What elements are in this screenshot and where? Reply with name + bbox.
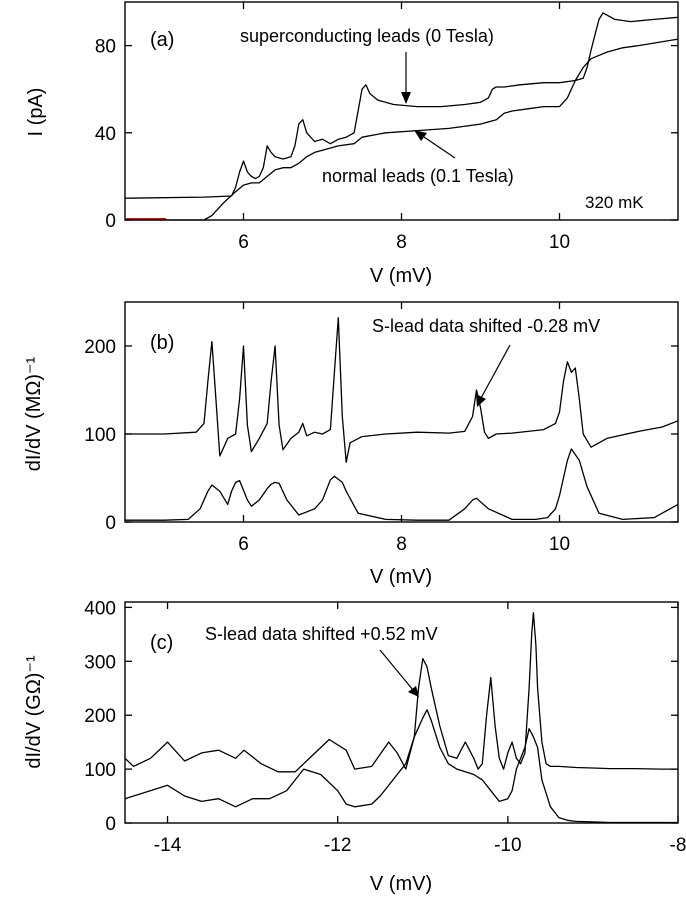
panel-c-ytick-label: 200 (84, 706, 116, 727)
panel-b-series-0 (125, 317, 679, 463)
panel-c-xtick-label: -8 (670, 835, 686, 856)
panel-c-curves (124, 612, 678, 824)
panel-b-xtick-label: 6 (238, 534, 249, 555)
panel-a-annotation-superconducting: superconducting leads (0 Tesla) (240, 26, 494, 46)
panel-c-arrow-shift (379, 649, 414, 691)
panel-a-ylabel: I (pA) (25, 88, 47, 137)
panel-a-xlabel: V (mV) (370, 265, 432, 287)
panel-b-annotation-shift: S-lead data shifted -0.28 mV (372, 316, 600, 336)
panel-a-series-1 (125, 38, 679, 221)
panel-c-ytick-label: 0 (105, 814, 116, 835)
panel-b-arrow-shift (480, 344, 511, 399)
panel-c-ylabel: dI/dV (GΩ)⁻¹ (23, 655, 45, 769)
panel-b-ytick-label: 0 (105, 513, 116, 534)
panel-a-xtick-label: 8 (396, 232, 407, 253)
panel-b-xtick-label: 8 (396, 534, 407, 555)
panel-c-xtick-label: -14 (154, 835, 182, 856)
panel-c-ticks: -14 -12 -10 -8 0 100 200 300 400 (84, 598, 686, 856)
panel-b-xlabel: V (mV) (370, 566, 432, 588)
panel-b-arrowhead-shift (476, 394, 486, 407)
panel-c-annotation-shift: S-lead data shifted +0.52 mV (205, 624, 438, 644)
panel-c-ytick-label: 300 (84, 652, 116, 673)
panel-c: -14 -12 -10 -8 0 100 200 300 400 (c) S-lead data… (23, 598, 686, 895)
panel-c-xlabel: V (mV) (370, 873, 432, 895)
panel-b-series-1 (125, 448, 679, 521)
panel-c-xtick-label: -10 (494, 835, 521, 856)
panel-a-temperature: 320 mK (585, 193, 644, 212)
panel-a-curves (124, 12, 679, 221)
panel-a-ytick-label: 0 (105, 211, 116, 232)
panel-b-ytick-label: 100 (84, 425, 116, 446)
panel-a-xtick-label: 10 (549, 232, 570, 253)
panel-a-label: (a) (150, 29, 174, 51)
panel-b-xtick-label: 10 (549, 534, 570, 555)
panel-a: 6 8 10 0 40 80 (a) superconducting leads (0 T… (25, 1, 679, 287)
panel-c-frame (124, 601, 679, 824)
panel-c-series-0 (124, 612, 678, 773)
panel-b-curves (125, 317, 679, 521)
panel-b-ytick-label: 200 (84, 337, 116, 358)
panel-c-label: (c) (150, 632, 173, 654)
panel-b-ylabel: dI/dV (MΩ)⁻¹ (23, 356, 45, 471)
panel-a-ticks: 6 8 10 0 40 80 (95, 2, 678, 253)
panel-b-label: (b) (150, 332, 174, 354)
panel-a-ytick-label: 80 (95, 37, 116, 58)
panel-a-arrowhead-normal (414, 130, 427, 141)
panel-a-arrowhead-superconducting (401, 92, 411, 104)
panel-c-xtick-label: -12 (324, 835, 351, 856)
panel-c-ytick-label: 400 (84, 598, 116, 619)
panel-c-arrowhead-shift (408, 686, 419, 697)
panel-a-series-0 (124, 12, 679, 199)
panel-a-annotation-normal: normal leads (0.1 Tesla) (322, 166, 514, 186)
panel-c-ytick-label: 100 (84, 760, 116, 781)
panel-a-ytick-label: 40 (95, 124, 116, 145)
panel-c-series-1 (124, 709, 678, 824)
panel-a-xtick-label: 6 (238, 232, 249, 253)
panel-a-arrow-normal (420, 134, 456, 159)
